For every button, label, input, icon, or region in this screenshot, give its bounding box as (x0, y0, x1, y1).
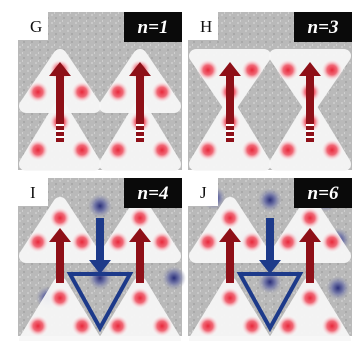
red-dot (241, 315, 263, 337)
red-dot (299, 207, 321, 229)
n-label: n=6 (308, 183, 339, 204)
arrow-stripe (56, 124, 64, 126)
red-dot (197, 231, 219, 253)
red-arrow-shaft (56, 240, 64, 283)
red-dot (277, 59, 299, 81)
blue-dot (258, 188, 282, 212)
red-dot (71, 81, 93, 103)
arrow-stripe (136, 124, 144, 126)
red-dot (277, 139, 299, 161)
red-dot (151, 315, 173, 337)
arrow-stripe (226, 130, 234, 132)
arrow-stripe (226, 136, 234, 138)
red-dot (129, 207, 151, 229)
red-dot (321, 315, 343, 337)
n-label: n=1 (138, 17, 169, 38)
red-dot (241, 59, 263, 81)
arrow-stripe (136, 136, 144, 138)
red-dot (299, 287, 321, 309)
red-dot (197, 139, 219, 161)
blue-dot (88, 194, 112, 218)
blue-dot (162, 266, 186, 290)
red-arrow-shaft (226, 240, 234, 283)
red-arrow-shaft (136, 240, 144, 283)
red-dot (151, 81, 173, 103)
red-dot (129, 287, 151, 309)
arrow-stripe (306, 130, 314, 132)
red-dot (71, 315, 93, 337)
red-dot (277, 315, 299, 337)
red-dot (321, 59, 343, 81)
red-dot (107, 231, 129, 253)
n-label: n=4 (138, 183, 169, 204)
panel-letter: I (30, 183, 36, 202)
red-dot (27, 315, 49, 337)
red-dot (321, 139, 343, 161)
red-dot (197, 315, 219, 337)
red-dot (49, 287, 71, 309)
red-dot (107, 81, 129, 103)
blue-arrow-shaft (96, 218, 104, 262)
blue-dot (326, 276, 350, 300)
red-dot (107, 139, 129, 161)
arrow-stripe (56, 136, 64, 138)
red-dot (321, 231, 343, 253)
arrow-stripe (306, 136, 314, 138)
red-dot (71, 231, 93, 253)
red-dot (151, 231, 173, 253)
panel-letter: G (30, 17, 42, 36)
red-dot (219, 287, 241, 309)
red-dot (71, 139, 93, 161)
arrow-stripe (56, 130, 64, 132)
red-dot (197, 59, 219, 81)
red-dot (107, 315, 129, 337)
red-dot (27, 139, 49, 161)
arrow-stripe (136, 130, 144, 132)
red-dot (151, 139, 173, 161)
blue-arrow-shaft (266, 218, 274, 262)
red-dot (49, 207, 71, 229)
red-dot (277, 231, 299, 253)
red-dot (241, 139, 263, 161)
red-arrow-shaft (306, 240, 314, 283)
panel-letter: J (200, 183, 207, 202)
red-dot (27, 81, 49, 103)
red-dot (27, 231, 49, 253)
arrow-stripe (226, 124, 234, 126)
red-dot (219, 207, 241, 229)
panel-letter: H (200, 17, 212, 36)
n-label: n=3 (308, 17, 339, 38)
figure: Gn=1Hn=3In=4Jn=6 (0, 0, 362, 341)
red-dot (241, 231, 263, 253)
arrow-stripe (306, 124, 314, 126)
